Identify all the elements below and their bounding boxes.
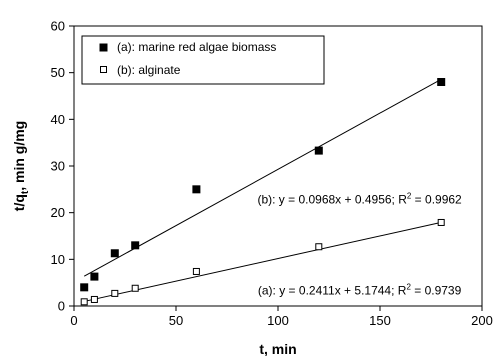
fit-line-b — [84, 221, 442, 302]
legend-marker-b — [100, 66, 107, 73]
point-a — [437, 78, 446, 86]
point-b — [315, 243, 323, 251]
point-a — [131, 241, 140, 250]
x-tick-label: 150 — [369, 313, 391, 328]
x-axis-title: t, min — [259, 341, 296, 356]
legend-label-b: (b): alginate — [117, 63, 181, 77]
y-axis-title-main: t/q — [11, 194, 27, 211]
y-tick-label: 50 — [51, 65, 65, 80]
data-points — [80, 78, 446, 306]
point-a — [90, 272, 99, 281]
point-a — [80, 283, 89, 292]
y-tick-label: 0 — [58, 299, 65, 314]
x-tick-label: 50 — [169, 313, 183, 328]
legend: (a): marine red algae biomass (b): algin… — [81, 35, 325, 85]
fit-equation-b: (b): y = 0.0968x + 0.4956; R2 = 0.9962 — [257, 191, 462, 206]
y-axis-title-rest: , min g/mg — [11, 121, 27, 191]
y-axis-title-sub: t — [20, 190, 31, 194]
point-b — [437, 218, 445, 226]
point-b — [80, 298, 88, 306]
x-tick-label: 100 — [267, 313, 289, 328]
y-tick-label: 40 — [51, 112, 65, 127]
point-b — [111, 289, 119, 297]
point-b — [192, 267, 200, 275]
point-b — [90, 295, 98, 303]
x-tick-label: 200 — [471, 313, 493, 328]
point-a — [192, 185, 201, 194]
y-tick-label: 30 — [51, 159, 65, 174]
fit-lines — [83, 78, 442, 302]
x-tick-label: 0 — [70, 313, 77, 328]
y-tick-label: 20 — [51, 205, 65, 220]
x-axis: 0 50 100 150 200 — [70, 306, 493, 328]
y-axis-title: t/qt, min g/mg — [11, 121, 31, 211]
point-a — [110, 249, 119, 258]
fit-line-a — [83, 78, 442, 277]
legend-label-a: (a): marine red algae biomass — [117, 40, 276, 54]
y-axis: 0 10 20 30 40 50 60 — [51, 19, 74, 314]
point-a — [314, 146, 323, 155]
annotations: (b): y = 0.0968x + 0.4956; R2 = 0.9962 (a… — [257, 191, 462, 297]
point-b — [131, 284, 139, 292]
y-tick-label: 60 — [51, 19, 65, 34]
legend-box — [81, 35, 325, 85]
y-tick-label: 10 — [51, 252, 65, 267]
legend-marker-a — [99, 43, 108, 52]
fit-equation-a: (a): y = 0.2411x + 5.1744; R2 = 0.9739 — [258, 282, 462, 297]
